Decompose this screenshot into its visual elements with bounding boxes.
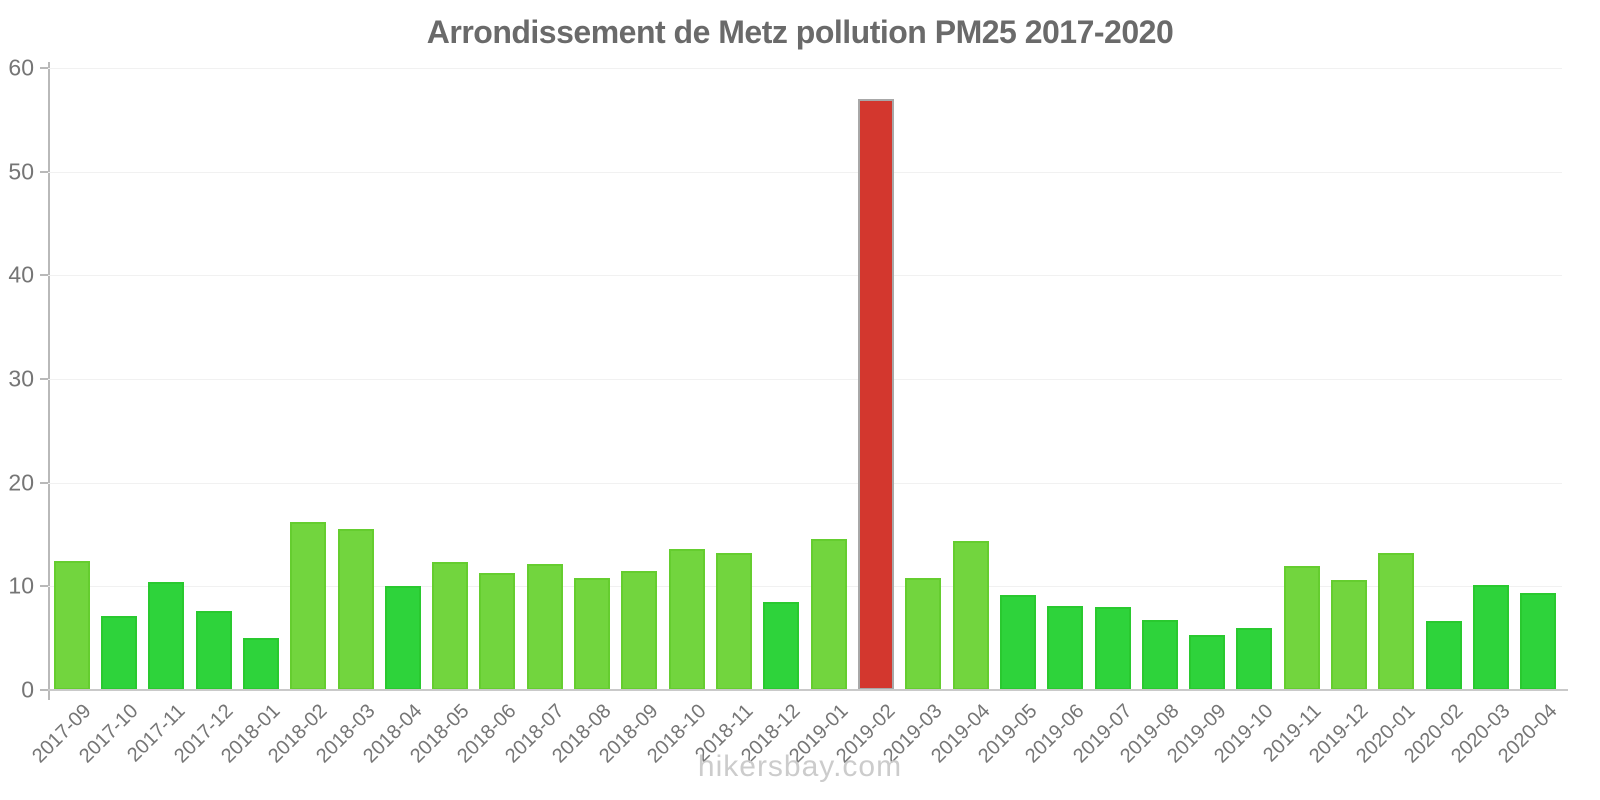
- bar-2020-03[interactable]: [1473, 585, 1510, 690]
- gridline-10: [48, 586, 1562, 588]
- y-tick-10: [40, 585, 48, 588]
- bar-2018-06[interactable]: [479, 572, 516, 690]
- chart-title: Arrondissement de Metz pollution PM25 20…: [426, 14, 1174, 50]
- bar-2020-04[interactable]: [1520, 592, 1557, 690]
- watermark: hikersbay.com: [697, 750, 903, 783]
- gridline-50: [48, 171, 1562, 173]
- bar-2018-12[interactable]: [763, 601, 800, 690]
- plot-area: [48, 68, 1562, 690]
- y-tick-label-20: 20: [8, 469, 34, 496]
- y-tick-label-50: 50: [8, 158, 34, 185]
- bar-2020-02[interactable]: [1425, 620, 1462, 690]
- bar-2017-12[interactable]: [195, 611, 232, 690]
- bar-2019-04[interactable]: [952, 540, 989, 690]
- bar-2019-05[interactable]: [999, 594, 1036, 690]
- y-tick-label-0: 0: [21, 676, 34, 703]
- y-tick-label-30: 30: [8, 365, 34, 392]
- bar-2019-06[interactable]: [1047, 606, 1084, 690]
- bar-2018-04[interactable]: [384, 586, 421, 690]
- y-tick-label-40: 40: [8, 261, 34, 288]
- bar-2020-01[interactable]: [1378, 553, 1415, 690]
- bar-2019-10[interactable]: [1236, 627, 1273, 690]
- bar-2019-08[interactable]: [1141, 619, 1178, 690]
- y-tick-label-10: 10: [8, 572, 34, 599]
- bar-2017-09[interactable]: [53, 561, 90, 690]
- bar-2019-11[interactable]: [1283, 565, 1320, 690]
- x-axis-line: [48, 689, 1568, 691]
- y-tick-0: [40, 689, 48, 691]
- y-tick-60: [40, 67, 48, 69]
- bar-2017-11[interactable]: [148, 582, 185, 690]
- bar-2018-03[interactable]: [337, 529, 374, 690]
- y-tick-40: [40, 274, 48, 277]
- y-axis-line: [48, 62, 50, 700]
- y-tick-50: [40, 170, 48, 173]
- bar-2018-07[interactable]: [526, 563, 563, 690]
- gridline-30: [48, 379, 1562, 380]
- y-tick-20: [40, 481, 48, 484]
- bar-2019-12[interactable]: [1331, 580, 1368, 690]
- bar-2019-07[interactable]: [1094, 607, 1131, 690]
- bar-2018-08[interactable]: [574, 578, 611, 690]
- bar-2019-03[interactable]: [905, 578, 942, 690]
- bar-2019-09[interactable]: [1189, 635, 1226, 690]
- bar-2018-05[interactable]: [432, 562, 469, 690]
- bar-2018-10[interactable]: [668, 549, 705, 690]
- gridline-40: [48, 275, 1562, 277]
- gridline-60: [48, 68, 1562, 69]
- y-tick-30: [40, 378, 48, 380]
- bar-2018-01[interactable]: [242, 638, 279, 690]
- bar-2018-02[interactable]: [290, 522, 327, 690]
- bar-2018-11[interactable]: [716, 553, 753, 690]
- gridline-20: [48, 482, 1562, 484]
- bar-2017-10[interactable]: [100, 616, 137, 690]
- bar-2018-09[interactable]: [621, 570, 658, 690]
- y-tick-label-60: 60: [8, 54, 34, 81]
- bar-2019-01[interactable]: [810, 538, 847, 690]
- bar-2019-02[interactable]: [857, 99, 894, 690]
